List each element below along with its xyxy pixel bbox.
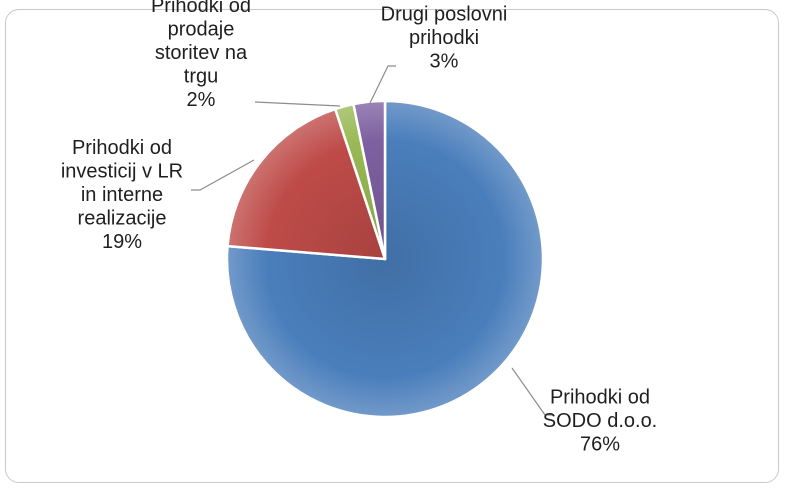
slice-label-line: in interne: [81, 184, 163, 206]
slice-label-line: Prihodki od: [72, 137, 172, 159]
pie-slices: [225, 99, 545, 419]
leader-line-storitve-trg: [254, 101, 341, 107]
leader-line-investicije: [191, 159, 255, 191]
slice-label-line: investicij v LR: [61, 161, 183, 183]
slice-label-line: Drugi poslovni: [381, 4, 508, 26]
slice-label-line: Prihodki od: [151, 0, 251, 17]
slice-percent-label: 3%: [430, 51, 459, 73]
slice-label-line: prodaje: [168, 19, 235, 41]
slice-label-investicije: Prihodki od investicij v LR in interne real…: [61, 137, 183, 253]
slice-label-line: SODO d.o.o.: [543, 410, 658, 432]
slice-label-line: Prihodki od: [550, 387, 650, 409]
slice-label-storitve-trg: Prihodki od prodaje storitev na trgu 2%: [151, 0, 251, 111]
slice-label-sodo: Prihodki od SODO d.o.o. 76%: [543, 387, 658, 456]
slice-label-line: storitev na: [155, 42, 248, 64]
slice-labels: Prihodki od SODO d.o.o. 76%Prihodki od inve…: [61, 0, 657, 456]
leader-line-drugi: [369, 65, 396, 104]
leader-line-sodo: [511, 367, 553, 416]
slice-label-line: realizacije: [78, 208, 167, 230]
slice-percent-label: 19%: [102, 231, 142, 253]
slice-label-line: trgu: [184, 66, 218, 88]
pie-slice-drugi: [352, 99, 387, 261]
pie-slice-investicije: [226, 107, 387, 261]
slice-percent-label: 2%: [187, 89, 216, 111]
leader-lines: [191, 65, 553, 416]
slice-percent-label: 76%: [580, 434, 620, 456]
slice-label-drugi: Drugi poslovni prihodki 3%: [381, 4, 508, 73]
slice-label-line: prihodki: [409, 27, 479, 49]
